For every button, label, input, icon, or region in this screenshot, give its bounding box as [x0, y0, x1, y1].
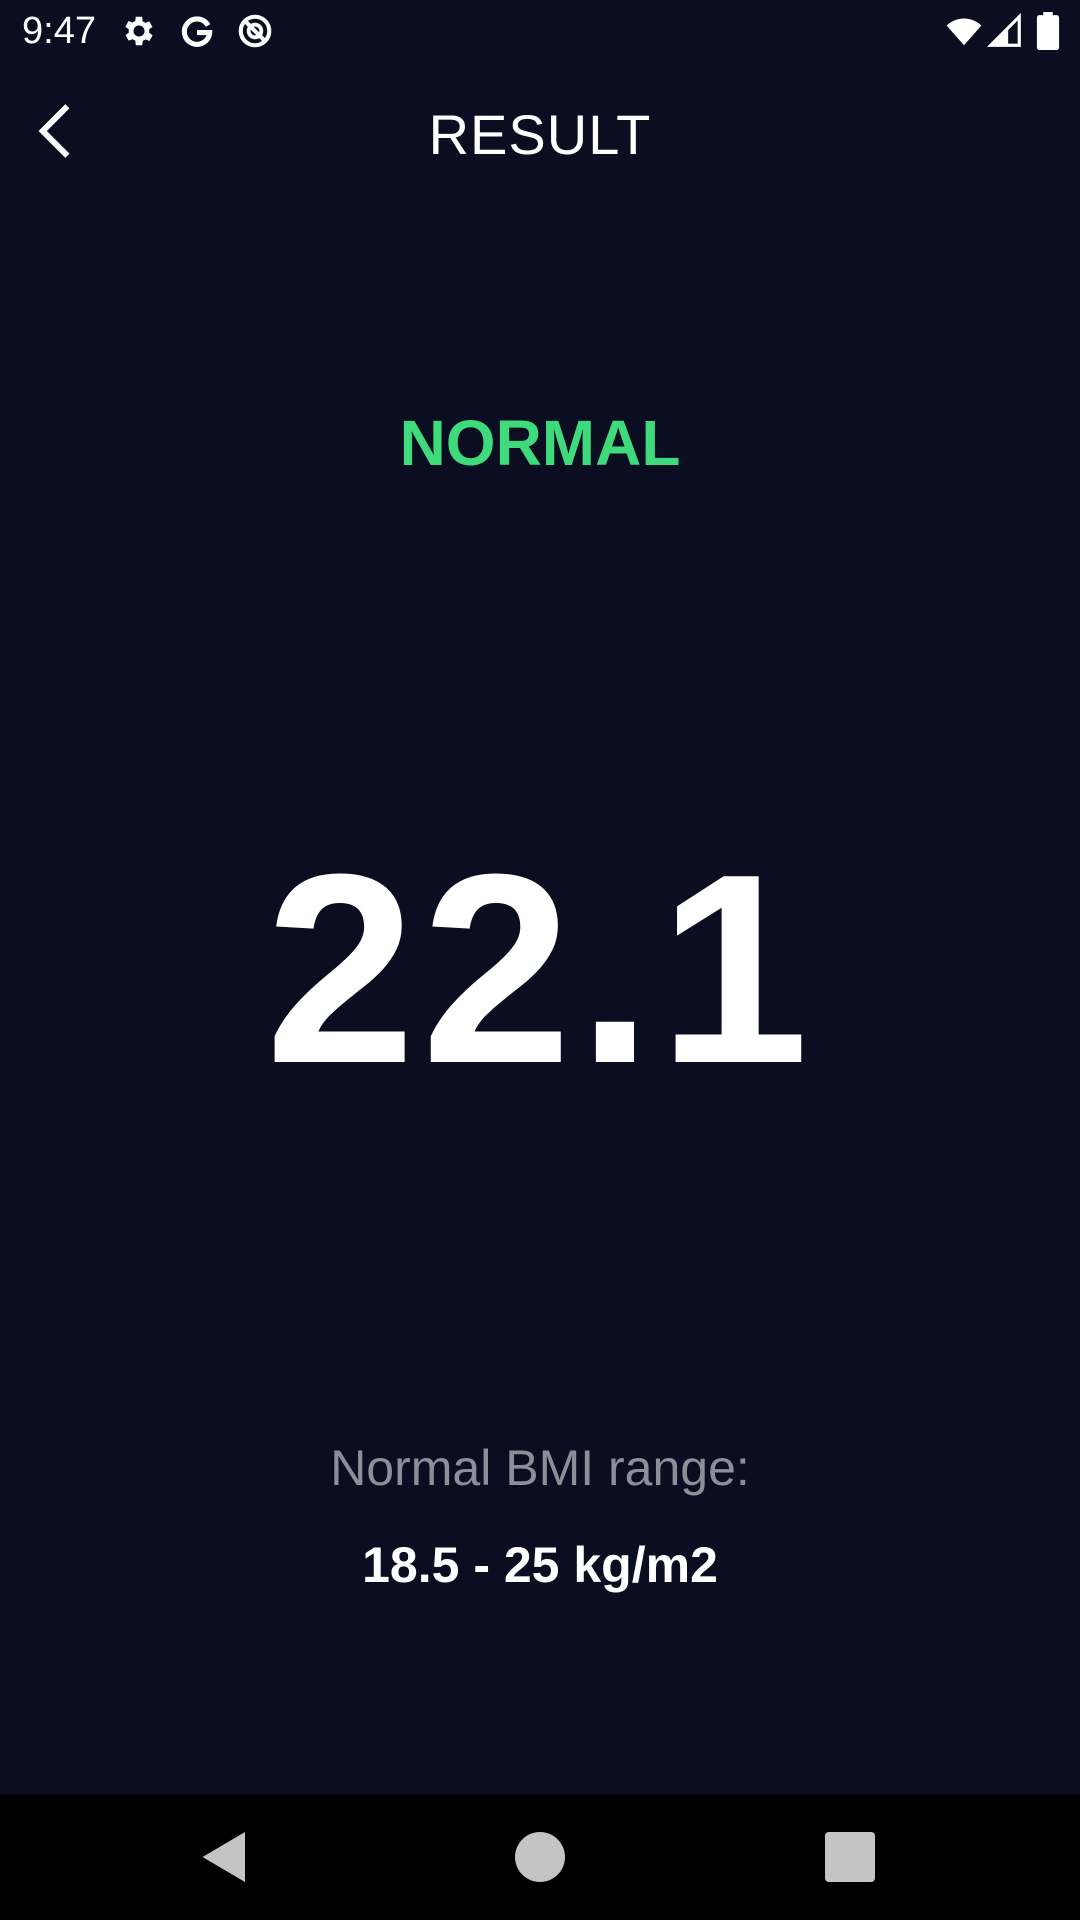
bmi-status-label: NORMAL: [399, 407, 681, 479]
chevron-left-icon: [38, 104, 70, 158]
normal-range-value: 18.5 - 25 kg/m2: [362, 1537, 718, 1593]
back-triangle-icon: [202, 1832, 245, 1882]
wifi-icon: [942, 12, 986, 50]
home-circle-icon: [515, 1832, 565, 1882]
normal-range-label: Normal BMI range:: [330, 1440, 750, 1496]
app-bar: RESULT: [0, 63, 1080, 207]
page-title: RESULT: [428, 103, 652, 166]
back-button[interactable]: [24, 99, 88, 163]
nav-home-button[interactable]: [510, 1827, 570, 1887]
signal-icon: [986, 12, 1024, 50]
system-nav-bar: [0, 1794, 1080, 1920]
nav-recents-button[interactable]: [820, 1827, 880, 1887]
recents-square-icon: [825, 1832, 875, 1882]
status-bar: 9:47: [0, 0, 1080, 63]
google-icon: [178, 12, 216, 50]
bmi-value: 22.1: [265, 819, 815, 1120]
battery-icon: [1034, 12, 1062, 50]
sync-icon: [236, 12, 274, 50]
gear-icon: [120, 12, 158, 50]
status-time: 9:47: [22, 10, 96, 52]
nav-back-button[interactable]: [195, 1827, 255, 1887]
